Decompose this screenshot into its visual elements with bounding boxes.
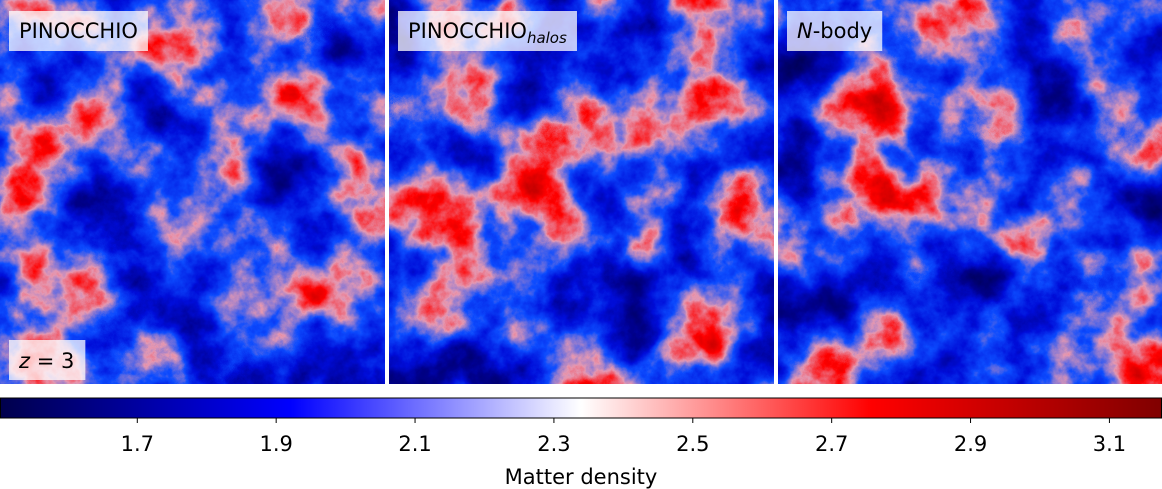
title-box <box>787 11 883 51</box>
redshift-annotation: z = 3 <box>9 340 86 380</box>
title-subscript: halos <box>527 29 567 47</box>
colorbar-tick-label: 2.5 <box>676 432 709 456</box>
title-box <box>398 11 577 51</box>
annotation-italic: z <box>18 349 31 373</box>
title-box <box>9 11 148 51</box>
annotation-box <box>9 340 86 380</box>
colorbar-label: Matter density <box>505 465 658 489</box>
density-panel <box>0 0 385 384</box>
panel-title: PINOCCHIO <box>9 11 148 51</box>
panel-title: PINOCCHIOhalos <box>398 11 577 51</box>
annotation-text: z = 3 <box>18 349 74 373</box>
annotation-text-part: = 3 <box>30 349 74 373</box>
colorbar-tick-label: 3.1 <box>1093 432 1126 456</box>
panel-title-text: PINOCCHIOhalos <box>408 19 567 47</box>
title-italic: N <box>797 19 813 43</box>
density-panel <box>778 0 1162 384</box>
panel-title-text: N-body <box>797 19 872 43</box>
colorbar-tick-label: 1.7 <box>121 432 154 456</box>
panel-title: N-body <box>787 11 883 51</box>
title-text: PINOCCHIO <box>19 19 138 43</box>
colorbar-tick-label: 2.1 <box>398 432 431 456</box>
colorbar-tick-label: 1.9 <box>259 432 292 456</box>
colorbar-tick-label: 2.7 <box>815 432 848 456</box>
title-text: -body <box>813 19 873 43</box>
title-text: PINOCCHIO <box>408 19 527 43</box>
colorbar-tick-label: 2.3 <box>537 432 570 456</box>
colorbar-tick-label: 2.9 <box>954 432 987 456</box>
panel-title-text: PINOCCHIO <box>19 19 138 43</box>
density-panel <box>389 0 774 384</box>
colorbar <box>0 397 1162 419</box>
